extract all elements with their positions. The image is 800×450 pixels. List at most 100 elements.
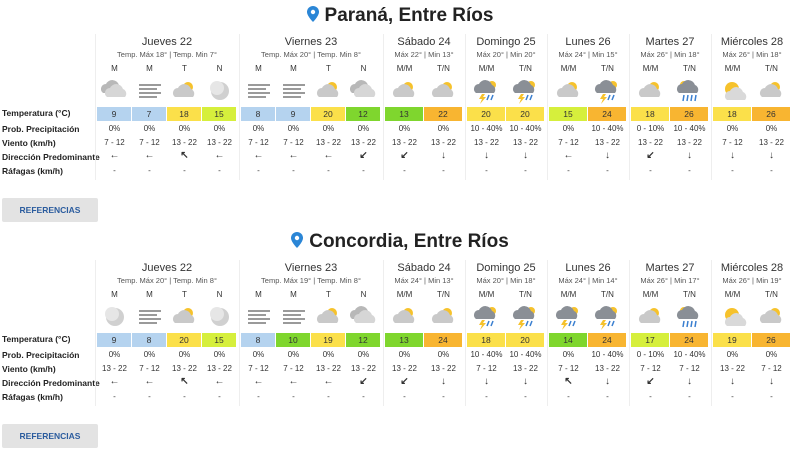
day-column bbox=[383, 260, 385, 406]
icon-part bbox=[247, 92, 270, 94]
wind: 7 - 12 bbox=[558, 138, 579, 147]
precipitation: 0 - 10% bbox=[636, 350, 665, 359]
icon-part bbox=[392, 310, 414, 323]
wind-direction: ↓ bbox=[523, 376, 528, 387]
gusts: - bbox=[148, 166, 151, 175]
wind: 13 - 22 bbox=[392, 138, 417, 147]
gusts: - bbox=[327, 392, 330, 401]
wind-direction: ↖ bbox=[180, 150, 189, 161]
wind: 7 - 12 bbox=[104, 138, 125, 147]
wind-direction: ← bbox=[214, 376, 225, 387]
icon-part bbox=[138, 314, 157, 316]
icon-part bbox=[759, 84, 781, 97]
day-summary: Temp. Máx 20° | Temp. Min 8° bbox=[261, 50, 361, 59]
precipitation: 0% bbox=[213, 124, 226, 133]
icon-part bbox=[247, 322, 266, 324]
icon-part bbox=[247, 318, 270, 320]
wind: 7 - 12 bbox=[679, 364, 700, 373]
gusts: - bbox=[688, 166, 691, 175]
icon-part bbox=[485, 320, 494, 327]
period-label: M bbox=[146, 64, 153, 73]
icon-part bbox=[209, 81, 224, 95]
references-button[interactable]: REFERENCIAS bbox=[2, 424, 98, 448]
gusts: - bbox=[606, 392, 609, 401]
icon-part bbox=[392, 84, 414, 97]
icon-part bbox=[247, 314, 266, 316]
day-summary: Máx 22° | Min 13° bbox=[394, 50, 454, 59]
icon-part bbox=[104, 84, 126, 97]
day-name: Martes 27 bbox=[645, 36, 695, 48]
day-summary: Temp. Máx 19° | Temp. Min 8° bbox=[261, 276, 361, 285]
wind: 7 - 12 bbox=[476, 364, 497, 373]
gusts: - bbox=[362, 166, 365, 175]
temperature-cell: 18 bbox=[467, 333, 505, 347]
references-button[interactable]: REFERENCIAS bbox=[2, 198, 98, 222]
precipitation: 0% bbox=[765, 124, 778, 133]
precipitation: 0% bbox=[287, 124, 300, 133]
temperature-cell: 15 bbox=[549, 107, 587, 121]
temperature-cell: 8 bbox=[132, 333, 166, 347]
row-label: Prob. Precipitación bbox=[2, 350, 80, 360]
weather-icon bbox=[104, 307, 124, 326]
gusts: - bbox=[606, 166, 609, 175]
day-column bbox=[629, 34, 631, 180]
row-label: Dirección Predominante bbox=[2, 378, 100, 388]
precipitation: 0% bbox=[178, 124, 191, 133]
wind: 13 - 22 bbox=[207, 138, 232, 147]
wind-direction: ↙ bbox=[646, 376, 655, 387]
weather-icon bbox=[431, 308, 453, 323]
precipitation: 0% bbox=[437, 124, 450, 133]
gusts: - bbox=[292, 392, 295, 401]
icon-part bbox=[282, 84, 305, 86]
icon-part bbox=[478, 94, 486, 104]
wind: 13 - 22 bbox=[720, 364, 745, 373]
icon-part bbox=[282, 310, 305, 312]
period-label: T/N bbox=[519, 290, 532, 299]
gusts: - bbox=[688, 392, 691, 401]
period-label: M/M bbox=[724, 64, 741, 73]
wind-direction: ↙ bbox=[400, 376, 409, 387]
wind: 7 - 12 bbox=[139, 364, 160, 373]
gusts: - bbox=[183, 392, 186, 401]
icon-part bbox=[676, 80, 698, 93]
icon-part bbox=[247, 310, 270, 312]
period-label: N bbox=[216, 64, 223, 73]
weather-icon bbox=[138, 84, 161, 98]
wind-direction: ← bbox=[253, 150, 264, 161]
day-column bbox=[711, 34, 713, 180]
gusts: - bbox=[148, 392, 151, 401]
weather-icon bbox=[209, 307, 229, 326]
icon-part bbox=[606, 94, 615, 101]
row-label: Ráfagas (km/h) bbox=[2, 392, 63, 402]
day-name: Jueves 22 bbox=[141, 262, 193, 274]
wind: 13 - 22 bbox=[474, 138, 499, 147]
weather-icon bbox=[172, 308, 194, 323]
precipitation: 0% bbox=[398, 350, 411, 359]
wind: 13 - 22 bbox=[207, 364, 232, 373]
temperature-cell: 20 bbox=[506, 333, 544, 347]
wind: 7 - 12 bbox=[558, 364, 579, 373]
section-title: Concordia, Entre Ríos bbox=[0, 231, 800, 253]
day-name: Sábado 24 bbox=[397, 262, 451, 274]
icon-part bbox=[724, 313, 746, 326]
weather-icon bbox=[209, 81, 229, 100]
day-name: Miércoles 28 bbox=[720, 36, 784, 48]
wind-direction: ← bbox=[109, 376, 120, 387]
period-label: N bbox=[360, 290, 367, 299]
day-name: Viernes 23 bbox=[284, 262, 338, 274]
icon-part bbox=[316, 310, 338, 323]
temperature-cell: 8 bbox=[241, 107, 275, 121]
title-text: Concordia, Entre Ríos bbox=[309, 231, 509, 252]
icon-part bbox=[759, 310, 781, 323]
icon-part bbox=[724, 87, 746, 100]
day-name: Domingo 25 bbox=[476, 36, 536, 48]
temperature-cell: 19 bbox=[311, 333, 345, 347]
period-label: T bbox=[182, 290, 187, 299]
period-label: M bbox=[111, 64, 118, 73]
weather-icon bbox=[247, 84, 270, 98]
temperature-cell: 13 bbox=[385, 333, 423, 347]
wind: 7 - 12 bbox=[139, 138, 160, 147]
precipitation: 0% bbox=[252, 124, 265, 133]
row-label: Temperatura (°C) bbox=[2, 108, 71, 118]
wind-direction: ↓ bbox=[605, 150, 610, 161]
